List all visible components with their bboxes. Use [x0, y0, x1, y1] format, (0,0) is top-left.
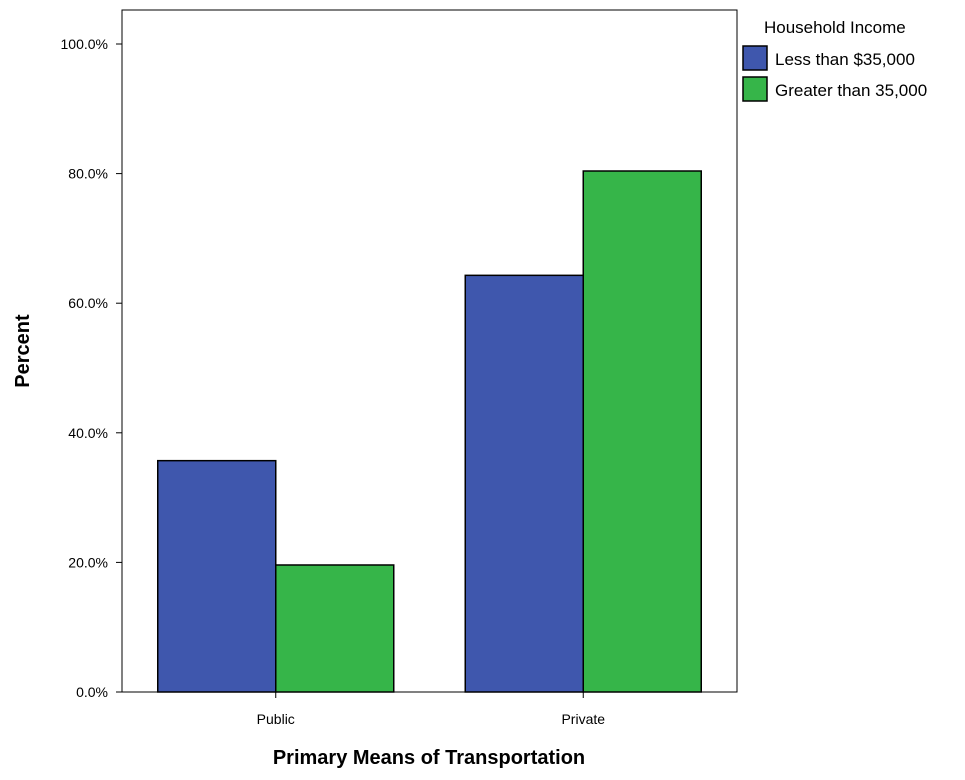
x-tick-label: Private [561, 711, 605, 727]
y-axis-title: Percent [12, 314, 34, 388]
legend-label: Greater than 35,000 [775, 81, 927, 100]
bar-private-series-1 [464, 274, 584, 693]
bars [157, 170, 702, 693]
y-tick-label: 20.0% [68, 554, 108, 570]
legend-label: Less than $35,000 [775, 50, 915, 69]
bar-private-series-2 [582, 170, 702, 693]
legend-swatch [742, 45, 768, 71]
y-tick-label: 100.0% [61, 36, 108, 52]
bar-public-series-1 [157, 459, 277, 693]
y-tick-label: 60.0% [68, 295, 108, 311]
plot-frame [121, 9, 738, 693]
x-axis: Public Private [257, 692, 605, 727]
y-tick-label: 0.0% [76, 684, 108, 700]
y-tick-label: 80.0% [68, 166, 108, 182]
bar-public-series-2 [275, 564, 395, 693]
y-axis: 0.0% 20.0% 40.0% 60.0% 80.0% 100.0% [61, 36, 122, 700]
x-tick-label: Public [257, 711, 295, 727]
legend: Household Income Less than $35,000 Greate… [742, 18, 927, 102]
legend-swatch [742, 76, 768, 102]
x-axis-title: Primary Means of Transportation [273, 747, 585, 769]
legend-title: Household Income [764, 18, 906, 37]
y-tick-label: 40.0% [68, 425, 108, 441]
